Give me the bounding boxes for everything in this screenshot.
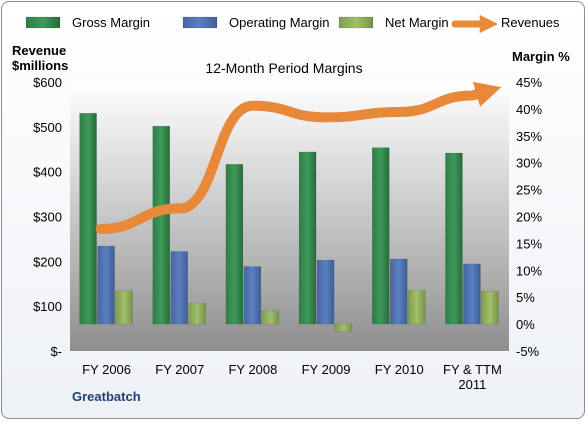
gross-margin-bar xyxy=(79,112,97,325)
right-tick-label: 40% xyxy=(516,102,542,117)
gross-margin-bar xyxy=(225,164,244,325)
category-label: FY 2008 xyxy=(228,362,277,377)
revenue-line-series xyxy=(95,81,502,235)
right-tick-label: 30% xyxy=(516,156,542,171)
gross-margin-legend-swatch xyxy=(25,16,61,29)
legend: Gross Margin Operating Margin Net Margin Re… xyxy=(25,14,560,34)
operating-margin-bar xyxy=(390,258,408,325)
legend-label: Revenues xyxy=(501,15,560,30)
right-tick-label: 25% xyxy=(516,183,542,198)
right-tick-label: 45% xyxy=(516,75,542,90)
left-tick-label: $300 xyxy=(33,210,62,225)
legend-label: Gross Margin xyxy=(72,15,150,30)
left-tick-label: $400 xyxy=(33,165,62,180)
category-label: FY & TTM xyxy=(443,362,502,377)
legend-label: Operating Margin xyxy=(229,15,329,30)
net-margin-bar xyxy=(408,289,426,325)
gross-margin-bar xyxy=(298,151,317,325)
category-label: FY 2007 xyxy=(155,362,204,377)
operating-margin-bar xyxy=(463,263,481,325)
left-tick-label: $500 xyxy=(33,120,62,135)
right-tick-label: 35% xyxy=(516,129,542,144)
left-tick-label: $600 xyxy=(33,75,62,90)
operating-margin-bar xyxy=(243,266,262,325)
left-tick-label: $200 xyxy=(33,254,62,269)
right-tick-label: 20% xyxy=(516,210,542,225)
left-axis-ticks: $- $100 $200 $300 $400 $500 $600 xyxy=(33,75,62,359)
category-label: 2011 xyxy=(458,377,486,392)
gross-margin-bar xyxy=(445,152,463,325)
operating-margin-legend-swatch xyxy=(182,16,218,29)
legend-label: Net Margin xyxy=(385,15,449,30)
right-tick-label: 10% xyxy=(516,263,542,278)
right-tick-label: 15% xyxy=(516,236,542,251)
net-margin-bar xyxy=(334,323,353,332)
gross-margin-bar xyxy=(372,147,390,325)
left-axis-title-line2: $millions xyxy=(12,58,68,73)
right-tick-label: 0% xyxy=(516,317,535,332)
net-margin-bar xyxy=(115,290,133,325)
category-label: FY 2006 xyxy=(82,362,131,377)
company-label: Greatbatch xyxy=(72,389,141,404)
bar-series xyxy=(79,112,499,332)
right-tick-label: -5% xyxy=(516,344,540,359)
category-label: FY 2010 xyxy=(375,362,424,377)
revenues-line xyxy=(95,81,502,235)
net-margin-bar xyxy=(188,302,206,325)
net-margin-bar xyxy=(261,310,280,325)
right-tick-label: 5% xyxy=(516,290,535,305)
right-axis-ticks: -5% 0% 5% 10% 15% 20% 25% 30% 35% 40% 45% xyxy=(516,75,542,359)
left-tick-label: $100 xyxy=(33,299,62,314)
operating-margin-bar xyxy=(316,259,335,325)
net-margin-legend-swatch xyxy=(338,16,374,29)
net-margin-bar xyxy=(481,291,499,325)
operating-margin-bar xyxy=(97,245,115,325)
gross-margin-bar xyxy=(152,125,170,325)
left-axis-title-line1: Revenue xyxy=(12,43,66,58)
left-tick-label: $- xyxy=(50,344,62,359)
operating-margin-bar xyxy=(170,251,188,325)
category-labels: FY 2006 FY 2007 FY 2008 FY 2009 FY 2010 FY & … xyxy=(82,362,502,392)
right-axis-title: Margin % xyxy=(512,49,570,64)
chart-title: 12-Month Period Margins xyxy=(205,60,362,76)
category-label: FY 2009 xyxy=(302,362,351,377)
